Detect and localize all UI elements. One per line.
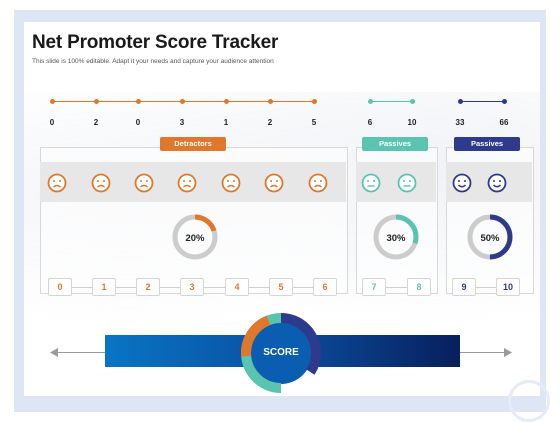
dot	[368, 99, 373, 104]
passives-label: Passives	[362, 137, 428, 151]
sad-face-icon	[264, 173, 284, 193]
passives-donut	[373, 214, 419, 260]
page-title: Net Promoter Score Tracker	[32, 32, 279, 53]
dot	[458, 99, 463, 104]
happy-face-icon	[452, 173, 472, 193]
dot	[50, 99, 55, 104]
promoters-dotline	[460, 101, 506, 102]
detractor-count: 3	[179, 118, 185, 127]
dot	[312, 99, 317, 104]
promoters-donut	[467, 214, 513, 260]
left-arrow-line	[54, 352, 105, 353]
left-arrow-icon	[50, 348, 58, 357]
detractor-count: 2	[93, 118, 99, 127]
scale-box-2: 2	[136, 278, 160, 296]
dot	[180, 99, 185, 104]
detractor-count: 1	[223, 118, 229, 127]
happy-face-icon	[487, 173, 507, 193]
scale-line	[464, 287, 508, 288]
passive-count: 6	[367, 118, 373, 127]
scale-box-6: 6	[313, 278, 337, 296]
promoters-label: Passives	[454, 137, 520, 151]
right-arrow-line	[460, 352, 508, 353]
scale-box-5: 5	[269, 278, 293, 296]
dot	[94, 99, 99, 104]
promoter-count: 33	[455, 118, 465, 127]
right-arrow-icon	[504, 348, 512, 357]
detractor-count: 0	[135, 118, 141, 127]
scale-box-9: 9	[452, 278, 476, 296]
scale-line	[374, 287, 414, 288]
dot	[502, 99, 507, 104]
detractors-donut	[172, 214, 218, 260]
promoters-percent: 50%	[480, 233, 500, 244]
scale-box-8: 8	[407, 278, 431, 296]
sad-face-icon	[221, 173, 241, 193]
dot	[224, 99, 229, 104]
promoter-count: 66	[499, 118, 509, 127]
scale-box-4: 4	[225, 278, 249, 296]
detractors-percent: 20%	[185, 233, 205, 244]
slide: Net Promoter Score Tracker This slide is…	[24, 22, 540, 396]
detractor-count: 5	[311, 118, 317, 127]
scale-box-7: 7	[362, 278, 386, 296]
sad-face-icon	[308, 173, 328, 193]
neutral-face-icon	[397, 173, 417, 193]
dot	[410, 99, 415, 104]
neutral-face-icon	[361, 173, 381, 193]
sad-face-icon	[177, 173, 197, 193]
dot	[268, 99, 273, 104]
sad-face-icon	[91, 173, 111, 193]
passive-count: 10	[407, 118, 417, 127]
scale-box-1: 1	[92, 278, 116, 296]
passives-dotline	[370, 101, 412, 102]
score-label: SCORE	[263, 347, 299, 358]
detractor-count: 2	[267, 118, 273, 127]
score-donut	[241, 313, 321, 393]
sad-face-icon	[47, 173, 67, 193]
scale-box-3: 3	[180, 278, 204, 296]
detractors-label: Detractors	[160, 137, 226, 151]
dot	[136, 99, 141, 104]
decorative-circle	[508, 380, 550, 422]
scale-box-0: 0	[48, 278, 72, 296]
passives-percent: 30%	[386, 233, 406, 244]
sad-face-icon	[134, 173, 154, 193]
page-subtitle: This slide is 100% editable. Adapt it yo…	[32, 58, 274, 65]
scale-box-10: 10	[496, 278, 520, 296]
detractor-count: 0	[49, 118, 55, 127]
